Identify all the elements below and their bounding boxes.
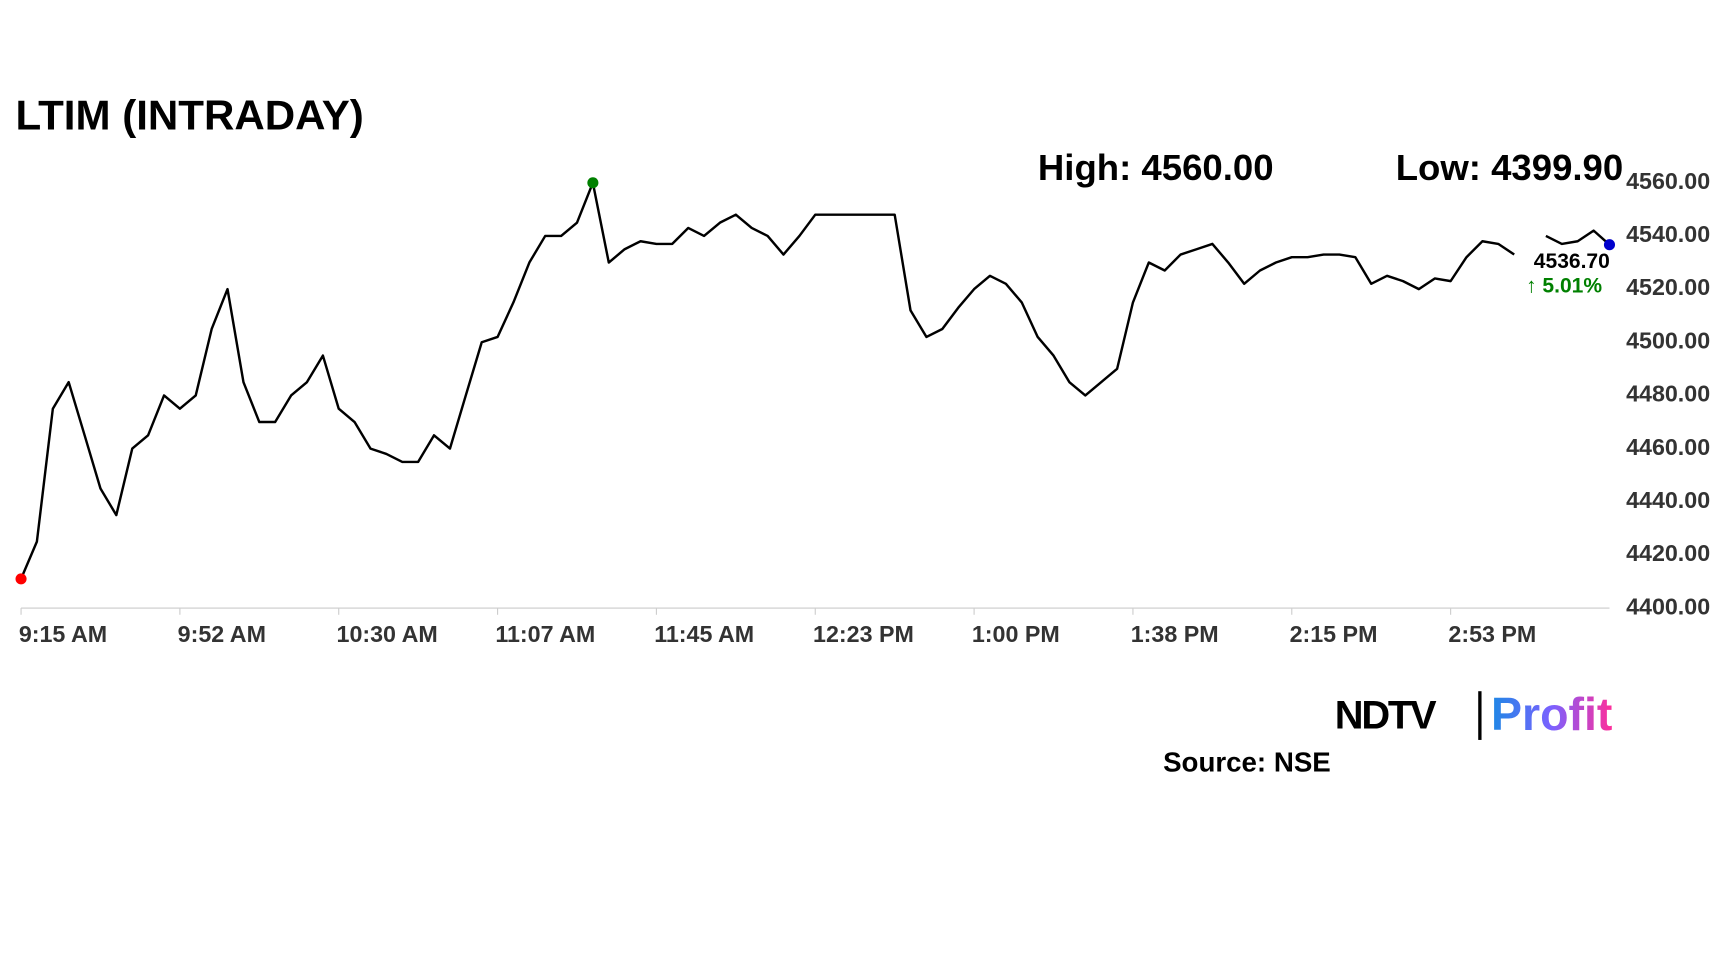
x-tick-label: 11:45 AM — [654, 621, 754, 647]
y-tick-label: 4400.00 — [1626, 593, 1710, 619]
low-annotation: Low: 4399.90 — [1396, 147, 1624, 188]
x-tick-label: 1:38 PM — [1131, 621, 1219, 647]
x-tick-label: 2:53 PM — [1448, 621, 1536, 647]
y-tick-label: 4520.00 — [1626, 274, 1710, 300]
x-tick-label: 9:52 AM — [178, 621, 266, 647]
high-annotation: High: 4560.00 — [1038, 147, 1274, 188]
x-tick-label: 9:15 AM — [19, 621, 107, 647]
change-percent: ↑ 5.01% — [1526, 274, 1602, 297]
high-marker — [587, 177, 599, 189]
last-marker — [1603, 239, 1616, 251]
y-tick-label: 4480.00 — [1626, 381, 1710, 407]
x-tick-label: 2:15 PM — [1290, 621, 1378, 647]
source-note: Source: NSE — [1163, 747, 1331, 778]
x-tick-label: 12:23 PM — [813, 621, 914, 647]
logo-product: Profit — [1491, 688, 1612, 740]
y-tick-label: 4440.00 — [1626, 487, 1710, 513]
y-tick-label: 4420.00 — [1626, 540, 1710, 566]
last-price: 4536.70 — [1534, 250, 1610, 273]
chart-title: LTIM (INTRADAY) — [16, 92, 364, 139]
logo-brand: NDTV — [1335, 693, 1437, 737]
x-tick-label: 11:07 AM — [495, 621, 595, 647]
y-tick-label: 4460.00 — [1626, 434, 1710, 460]
y-tick-label: 4540.00 — [1626, 221, 1710, 247]
y-tick-label: 4560.00 — [1626, 168, 1710, 194]
x-tick-label: 1:00 PM — [972, 621, 1060, 647]
y-tick-label: 4500.00 — [1626, 327, 1710, 353]
price-line — [19, 181, 1611, 580]
x-tick-label: 10:30 AM — [337, 621, 438, 647]
low-marker — [15, 573, 27, 585]
